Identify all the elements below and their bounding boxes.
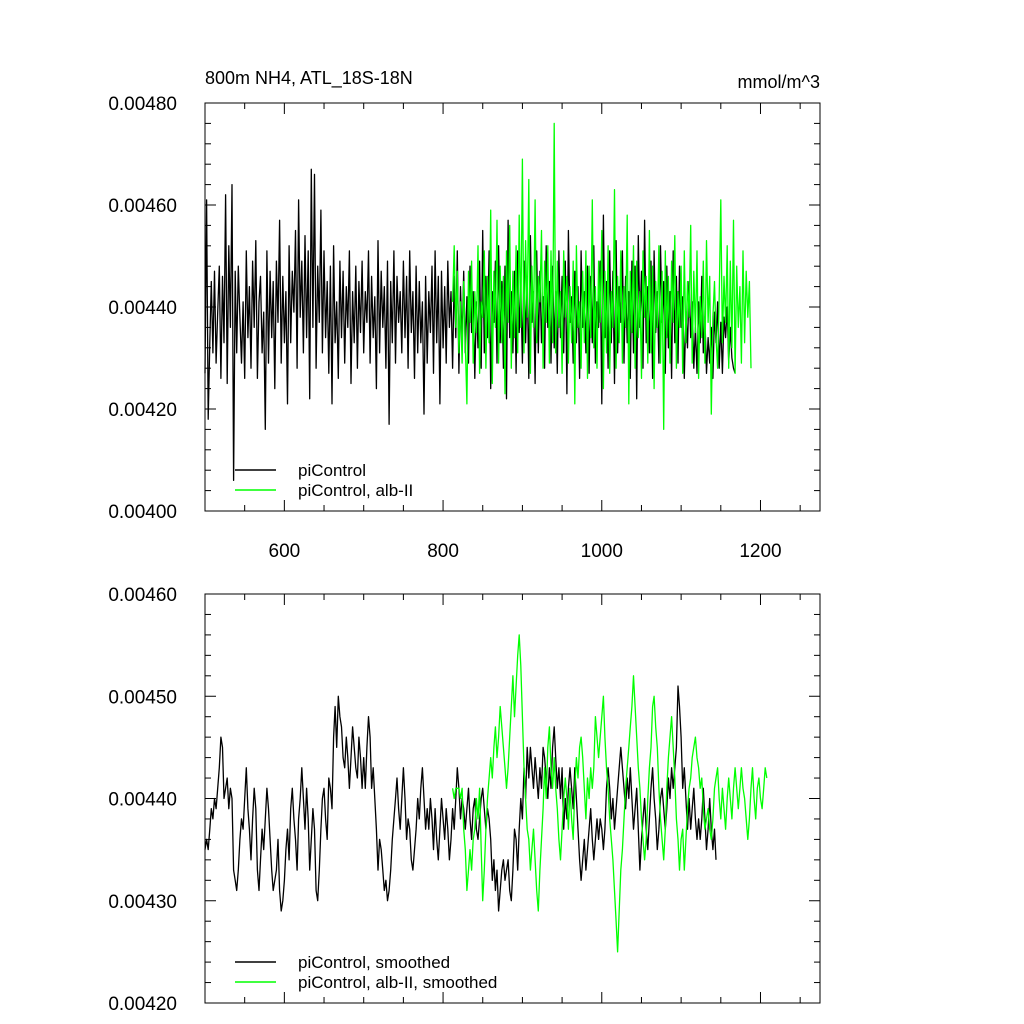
series-line-picontrol-alb-ii bbox=[451, 122, 752, 431]
bottom-legend: piControl, smoothed piControl, alb-II, s… bbox=[235, 953, 497, 992]
top-panel-axes: 0.00400 0.00420 0.00440 0.00460 0.00480 600 80… bbox=[108, 94, 820, 562]
legend-label-picontrol: piControl bbox=[298, 461, 366, 480]
y-tick-label: 0.00460 bbox=[108, 585, 177, 606]
y-tick-label: 0.00440 bbox=[108, 790, 177, 811]
legend-label-picontrol-alb-ii: piControl, alb-II bbox=[298, 481, 413, 500]
y-tick-label: 0.00430 bbox=[108, 892, 177, 913]
y-tick-label: 0.00440 bbox=[108, 298, 177, 319]
y-tick-label: 0.00420 bbox=[108, 400, 177, 421]
legend-label-picontrol-alb-ii-smoothed: piControl, alb-II, smoothed bbox=[298, 973, 497, 992]
series-line-picontrol-smoothed bbox=[204, 685, 717, 912]
top-panel-series bbox=[204, 122, 752, 482]
x-tick-label: 600 bbox=[269, 541, 301, 562]
x-tick-label: 1000 bbox=[581, 541, 623, 562]
top-panel-units: mmol/m^3 bbox=[738, 72, 820, 92]
y-tick-label: 0.00420 bbox=[108, 994, 177, 1015]
y-tick-label: 0.00450 bbox=[108, 687, 177, 708]
legend-label-picontrol-smoothed: piControl, smoothed bbox=[298, 953, 450, 972]
bottom-panel: 0.00420 0.00430 0.00440 0.00450 0.00460 piCo… bbox=[108, 585, 821, 1015]
series-line-picontrol-alb-ii-smoothed bbox=[451, 634, 768, 953]
y-tick-label: 0.00400 bbox=[108, 502, 177, 523]
top-panel-title: 800m NH4, ATL_18S-18N bbox=[205, 68, 413, 89]
y-tick-label: 0.00480 bbox=[108, 94, 177, 115]
top-panel: 800m NH4, ATL_18S-18N mmol/m^3 0.004000.… bbox=[108, 68, 821, 562]
bottom-panel-series bbox=[204, 634, 768, 953]
y-tick-label: 0.00460 bbox=[108, 196, 177, 217]
x-tick-label: 800 bbox=[427, 541, 459, 562]
bottom-panel-axes: 0.00420 0.00430 0.00440 0.00450 0.00460 bbox=[108, 585, 820, 1015]
top-legend: piControl piControl, alb-II bbox=[235, 461, 413, 500]
x-tick-label: 1200 bbox=[739, 541, 781, 562]
